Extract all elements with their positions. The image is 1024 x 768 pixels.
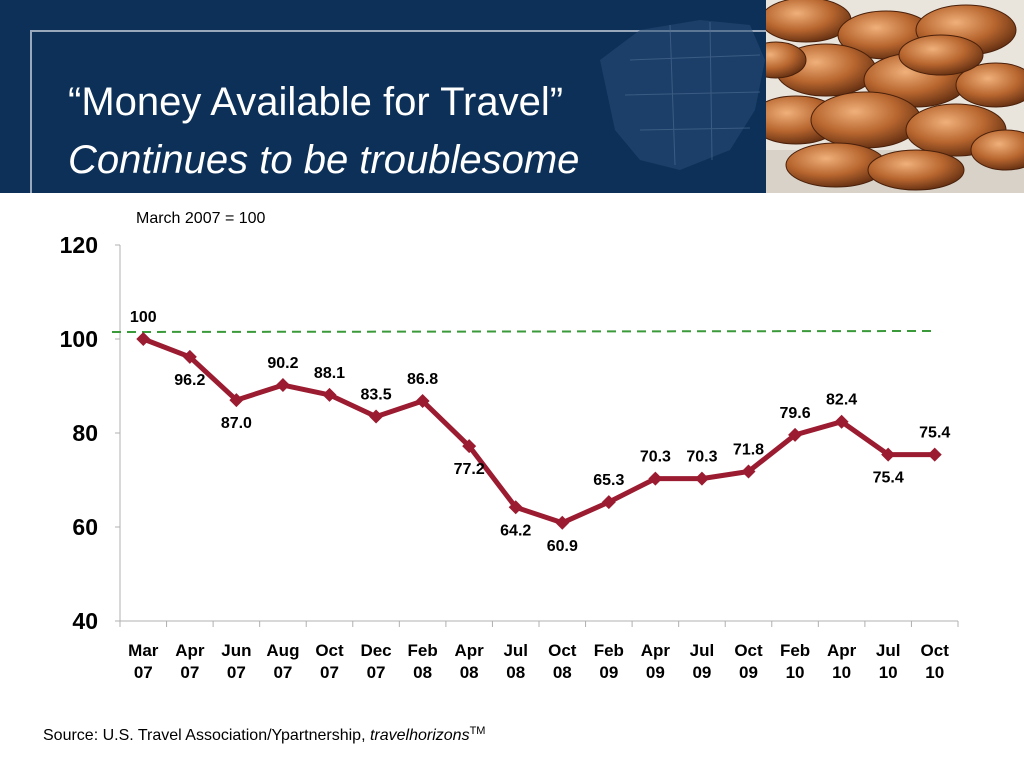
x-tick-label-month: Oct xyxy=(921,641,950,660)
x-tick-label-year: 10 xyxy=(879,663,898,682)
x-tick-label-year: 10 xyxy=(832,663,851,682)
y-tick-label: 40 xyxy=(72,608,98,634)
x-tick-label-month: Apr xyxy=(455,641,485,660)
coin-shape xyxy=(867,149,965,191)
y-tick-label: 60 xyxy=(72,514,98,540)
x-tick-label-year: 07 xyxy=(367,663,386,682)
data-point-marker xyxy=(508,500,523,515)
source-brand: travelhorizons xyxy=(369,727,470,744)
x-tick-label-year: 10 xyxy=(786,663,805,682)
reference-line-100 xyxy=(111,330,933,333)
data-point-marker xyxy=(462,439,477,454)
source-prefix: Source: U.S. Travel Association/Ypartner… xyxy=(43,727,370,744)
y-tick-label: 100 xyxy=(60,326,98,352)
data-label: 65.3 xyxy=(593,472,624,489)
coins-photo xyxy=(766,0,1024,193)
x-tick-label-month: Apr xyxy=(641,641,671,660)
y-tick-label: 80 xyxy=(72,420,98,446)
x-tick-label-year: 07 xyxy=(134,663,153,682)
x-tick-label-month: Feb xyxy=(780,641,810,660)
data-label: 64.2 xyxy=(500,522,531,539)
x-tick-label-year: 09 xyxy=(599,663,618,682)
source-note: Source: U.S. Travel Association/Ypartner… xyxy=(43,725,485,745)
data-point-marker xyxy=(601,495,616,510)
coin-shape xyxy=(810,91,922,149)
data-point-marker xyxy=(229,393,244,408)
money-available-line-chart: 40 60 80 100 120 Mar 07 Apr 07 Jun 07 Aug 07 Oct 07 Dec… xyxy=(60,232,959,682)
coin-shape xyxy=(970,129,1024,171)
data-point-marker xyxy=(415,394,430,409)
data-point-marker xyxy=(555,515,570,530)
series-line xyxy=(142,336,935,526)
data-point-marker xyxy=(648,471,663,486)
data-point-marker xyxy=(182,349,197,364)
data-label: 88.1 xyxy=(314,365,345,382)
data-point-marker xyxy=(741,464,756,479)
data-label: 100 xyxy=(130,309,157,326)
x-tick-label-year: 09 xyxy=(692,663,711,682)
index-base-note: March 2007 = 100 xyxy=(136,210,266,227)
x-tick-label-month: Oct xyxy=(548,641,577,660)
x-tick-label-month: Aug xyxy=(266,641,299,660)
data-label: 75.4 xyxy=(919,425,950,442)
data-label: 96.2 xyxy=(174,372,205,389)
x-tick-label-month: Jul xyxy=(690,641,715,660)
data-point-marker xyxy=(927,447,942,462)
data-label: 86.8 xyxy=(407,371,438,388)
data-point-marker xyxy=(275,378,290,393)
data-label: 75.4 xyxy=(873,470,904,487)
x-tick-label-year: 08 xyxy=(506,663,525,682)
x-tick-label-year: 09 xyxy=(646,663,665,682)
data-label: 90.2 xyxy=(267,355,298,372)
x-tick-label-year: 07 xyxy=(227,663,246,682)
x-tick-label-year: 08 xyxy=(553,663,572,682)
x-tick-label-year: 08 xyxy=(460,663,479,682)
header-frame-lines xyxy=(30,30,782,193)
x-tick-label-month: Oct xyxy=(734,641,763,660)
data-point-marker xyxy=(322,387,337,402)
x-tick-label-month: Jul xyxy=(876,641,901,660)
x-tick-label-year: 07 xyxy=(273,663,292,682)
x-tick-label-month: Feb xyxy=(407,641,437,660)
x-tick-label-month: Feb xyxy=(594,641,624,660)
x-tick-label-month: Apr xyxy=(827,641,857,660)
data-point-marker xyxy=(136,332,151,346)
x-tick-label-year: 08 xyxy=(413,663,432,682)
x-tick-label-month: Oct xyxy=(315,641,344,660)
data-label: 82.4 xyxy=(826,392,857,409)
data-point-marker xyxy=(694,471,709,486)
x-tick-label-month: Jul xyxy=(503,641,528,660)
x-tick-label-year: 09 xyxy=(739,663,758,682)
data-point-marker xyxy=(881,447,896,462)
data-label: 83.5 xyxy=(360,387,391,404)
data-label: 70.3 xyxy=(640,449,671,466)
y-tick-label: 120 xyxy=(60,232,98,258)
title-line-1: “Money Available for Travel” xyxy=(68,80,564,124)
trademark-mark: TM xyxy=(469,725,486,737)
x-tick-label-year: 07 xyxy=(320,663,339,682)
data-label: 71.8 xyxy=(733,442,764,459)
x-tick-label-month: Mar xyxy=(128,641,159,660)
x-tick-label-year: 07 xyxy=(180,663,199,682)
header-banner: “Money Available for Travel” Continues t… xyxy=(0,0,1024,193)
data-label: 60.9 xyxy=(547,538,578,555)
data-point-marker xyxy=(834,414,849,429)
data-point-marker xyxy=(788,427,803,442)
title-line-2: Continues to be troublesome xyxy=(68,138,580,182)
x-tick-label-year: 10 xyxy=(925,663,944,682)
x-tick-label-month: Apr xyxy=(175,641,205,660)
coin-shape xyxy=(898,34,984,76)
x-tick-label-month: Jun xyxy=(221,641,251,660)
x-tick-label-month: Dec xyxy=(360,641,391,660)
data-label: 87.0 xyxy=(221,415,252,432)
data-label: 70.3 xyxy=(686,449,717,466)
coin-shape xyxy=(766,41,807,79)
us-map-graphic xyxy=(600,20,765,170)
coin-shape xyxy=(955,62,1024,108)
data-label: 77.2 xyxy=(454,461,485,478)
data-point-marker xyxy=(369,409,384,424)
data-label: 79.6 xyxy=(779,405,810,422)
